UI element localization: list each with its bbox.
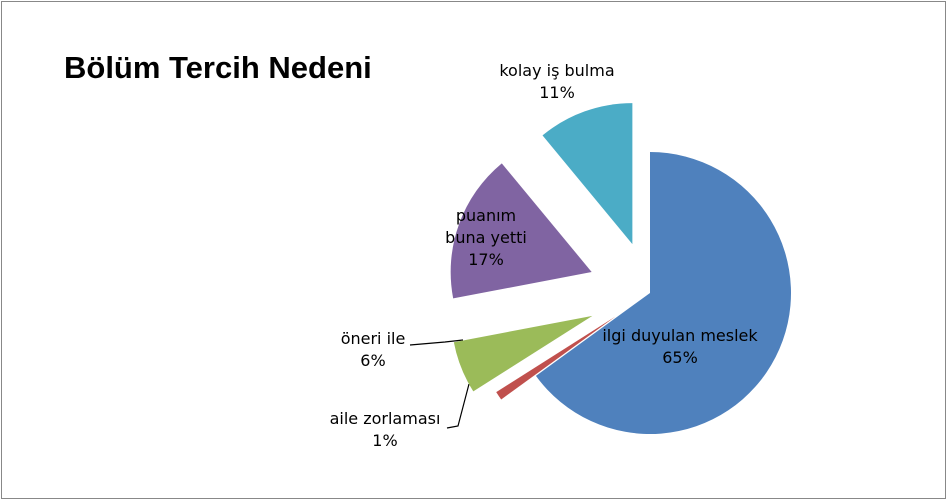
data-label: kolay iş bulma 11% (477, 60, 637, 104)
category-label: ilgi duyulan meslek (602, 326, 758, 345)
category-label: puanım buna yetti (445, 206, 527, 247)
pie-slice (496, 316, 616, 400)
data-label: öneri ile 6% (328, 328, 418, 372)
pie-slice (450, 163, 592, 299)
value-label: 65% (662, 348, 698, 367)
pie-slice (453, 315, 593, 392)
value-label: 1% (372, 431, 398, 450)
category-label: kolay iş bulma (499, 61, 615, 80)
data-label: ilgi duyulan meslek 65% (580, 325, 780, 369)
category-label: aile zorlaması (329, 409, 441, 428)
data-label: aile zorlaması 1% (320, 408, 450, 452)
chart-title: Bölüm Tercih Nedeni (64, 50, 372, 85)
pie-slice (535, 152, 791, 434)
category-label: öneri ile (340, 329, 406, 348)
value-label: 11% (539, 83, 575, 102)
value-label: 17% (468, 250, 504, 269)
data-label: puanım buna yetti 17% (441, 205, 531, 271)
leader-line (409, 339, 464, 346)
value-label: 6% (360, 351, 386, 370)
pie-slice (542, 103, 633, 245)
leader-line (446, 383, 470, 429)
